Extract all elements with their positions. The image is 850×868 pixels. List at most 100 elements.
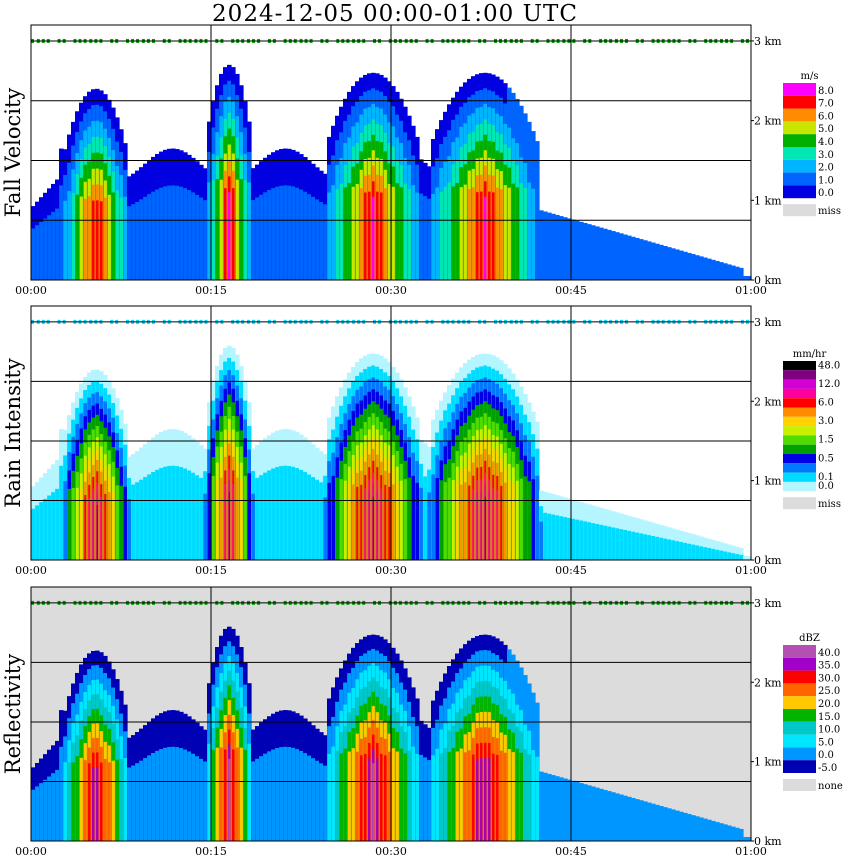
legend-label: 0.0: [818, 750, 834, 761]
legend-label: 1.0: [818, 175, 834, 186]
legend-label: 5.0: [818, 124, 834, 135]
x-tick-label: 01:00: [735, 845, 767, 858]
y-tick-label: 1 km: [754, 194, 782, 207]
plot-frame: [30, 586, 752, 842]
legend-label: 3.0: [818, 416, 834, 427]
legend-label: none: [818, 781, 843, 792]
legend-swatch: [783, 670, 816, 684]
legend-swatch: [783, 379, 816, 389]
legend-unit: m/s: [801, 71, 819, 82]
legend-swatch: [783, 121, 816, 135]
y-axis-label: Fall Velocity: [1, 88, 25, 218]
x-tick-label: 00:00: [15, 845, 47, 858]
legend-label: 0.5: [818, 453, 834, 464]
x-tick-label: 00:45: [555, 284, 587, 297]
x-tick-label: 00:15: [195, 845, 227, 858]
legend-swatch: [783, 407, 816, 417]
panel-fall-velocity: 00:00 00:15 00:30 00:45 01:000 km 1 km 2 km 3 k…: [1, 24, 841, 297]
grid-lines: [31, 25, 751, 280]
legend-label: 3.0: [818, 150, 834, 161]
data-field: [31, 345, 752, 561]
x-tick-label: 00:15: [195, 564, 227, 577]
grid-lines: [31, 587, 751, 841]
legend-unit: dBZ: [799, 633, 820, 644]
x-tick-label: 00:30: [375, 284, 407, 297]
legend: m/s 8.0 7.06.0 5.0 4.0 3.0 2.01.0 0.0 miss: [783, 71, 841, 217]
chart-title: 2024-12-05 00:00-01:00 UTC: [212, 1, 578, 27]
panel-reflectivity: 00:00 00:15 00:30 00:45 01:000 km 1 km 2 km 3 k…: [1, 586, 843, 858]
legend-swatch: [783, 645, 816, 658]
legend-swatch: [783, 747, 816, 761]
legend-swatch: [783, 696, 816, 709]
legend-swatch: [783, 204, 816, 217]
legend-label: 0.1: [818, 472, 834, 483]
legend-swatch: [783, 426, 816, 436]
x-tick-label: 00:45: [555, 564, 587, 577]
legend-swatch: [783, 481, 816, 492]
legend-swatch: [783, 709, 816, 722]
y-tick-label: 2 km: [754, 395, 782, 408]
legend-label: 2.0: [818, 163, 834, 174]
x-tick-label: 00:15: [195, 284, 227, 297]
y-tick-label: 3 km: [754, 316, 782, 329]
legend-label: 5.0: [818, 737, 834, 748]
y-tick-label: 1 km: [754, 756, 782, 769]
legend-label: 25.0: [818, 686, 840, 697]
legend-swatch: [783, 435, 816, 445]
plot-frame: [30, 305, 752, 561]
legend-swatch: [783, 497, 816, 510]
legend-swatch: [783, 463, 816, 473]
x-tick-label: 01:00: [735, 564, 767, 577]
legend-swatch: [783, 398, 816, 408]
legend-swatch: [783, 444, 816, 454]
legend-swatch: [783, 734, 816, 748]
legend-unit: mm/hr: [793, 349, 827, 360]
legend-label: miss: [818, 499, 841, 510]
y-tick-label: 2 km: [754, 115, 782, 128]
legend-label: 40.0: [818, 648, 840, 659]
x-tick-label: 00:30: [375, 845, 407, 858]
legend-swatch: [783, 95, 816, 109]
legend-label: 0.0: [818, 481, 834, 492]
legend-swatch: [783, 472, 816, 482]
x-tick-label: 00:00: [15, 564, 47, 577]
legend-swatch: [783, 721, 816, 735]
legend-swatch: [783, 779, 816, 791]
x-tick-label: 00:45: [555, 845, 587, 858]
legend-swatch: [783, 454, 816, 464]
grid-lines: [31, 306, 751, 560]
legend-label: 8.0: [818, 86, 834, 97]
y-tick-label: 0 km: [754, 554, 782, 567]
legend-swatch: [783, 361, 816, 371]
legend-swatch: [783, 147, 816, 160]
legend-label: 30.0: [818, 673, 840, 684]
legend-label: 0.0: [818, 188, 834, 199]
data-field: [31, 64, 752, 281]
legend-label: 7.0: [818, 99, 834, 110]
legend-swatch: [783, 172, 816, 186]
legend: dBZ 40.0 35.030.0 25.0 20.0 15.0 10.05.0 0.0 -5.…: [783, 633, 843, 792]
x-tick-label: 01:00: [735, 284, 767, 297]
legend-label: 15.0: [818, 712, 840, 723]
x-tick-label: 00:00: [15, 284, 47, 297]
legend-label: 12.0: [818, 379, 840, 390]
legend-swatch: [783, 370, 816, 380]
y-tick-label: 2 km: [754, 676, 782, 689]
legend-swatch: [783, 388, 816, 399]
legend-swatch: [783, 683, 816, 697]
y-tick-label: 1 km: [754, 475, 782, 488]
legend-swatch: [783, 760, 816, 773]
legend-swatch: [783, 185, 816, 199]
legend-swatch: [783, 134, 816, 147]
legend-swatch: [783, 416, 816, 427]
legend-swatch: [783, 83, 816, 96]
legend-swatch: [783, 657, 816, 671]
y-tick-label: 0 km: [754, 274, 782, 287]
legend-label: 10.0: [818, 725, 840, 736]
legend-label: 4.0: [818, 137, 834, 148]
legend-label: 1.5: [818, 435, 834, 446]
panel-rain-intensity: 00:00 00:15 00:30 00:45 01:000 km 1 km 2 km 3 k…: [1, 305, 841, 577]
y-tick-label: 3 km: [754, 597, 782, 610]
